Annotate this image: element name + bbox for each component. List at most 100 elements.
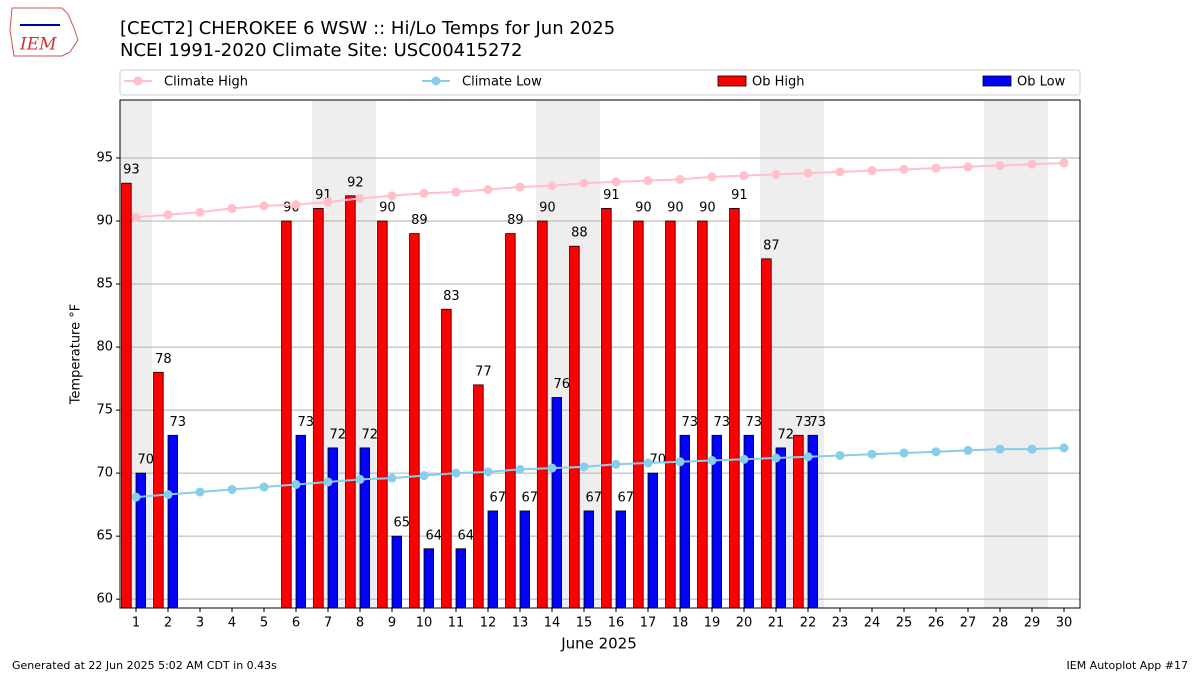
line-marker [259,201,269,211]
legend-swatch [982,75,1012,87]
bar [167,434,179,609]
line-marker [515,182,525,192]
x-tick-label: 11 [448,616,465,631]
line-marker [643,458,653,468]
bar [455,548,467,609]
line-marker [739,171,749,181]
line-marker [195,207,205,217]
data-label: 73 [170,415,187,430]
bar [519,510,531,609]
chart-subtitle: NCEI 1991-2020 Climate Site: USC00415272 [120,40,522,61]
line-marker [611,177,621,187]
data-label: 73 [298,415,315,430]
legend-label: Climate High [164,75,248,90]
line-marker [387,473,397,483]
line-marker [163,210,173,220]
x-tick-label: 4 [228,616,236,631]
x-tick-label: 17 [640,616,657,631]
x-tick-label: 25 [896,616,913,631]
data-label: 77 [475,364,492,379]
x-tick-label: 21 [768,616,785,631]
x-tick-label: 2 [164,616,172,631]
footer-right: IEM Autoplot App #17 [1067,659,1189,672]
x-axis-label: June 2025 [560,635,637,653]
x-tick-label: 15 [576,616,593,631]
line-marker [771,169,781,179]
y-tick-label: 90 [96,214,113,229]
x-tick-label: 10 [416,616,433,631]
bar [665,220,676,609]
data-label: 67 [618,490,635,505]
line-marker [579,178,589,188]
line-marker [1027,159,1037,169]
y-axis-label: Temperature °F [69,304,84,405]
data-label: 89 [411,213,428,228]
data-label: 67 [490,490,507,505]
x-tick-label: 12 [480,616,497,631]
line-marker [675,457,685,467]
line-marker [835,167,845,177]
bar [391,535,403,609]
weekend-band [1016,100,1048,608]
bar [793,434,804,609]
bar [409,233,420,609]
x-tick-label: 18 [672,616,689,631]
x-tick-label: 29 [1024,616,1041,631]
x-tick-label: 1 [132,616,140,631]
line-marker [995,444,1005,454]
line-marker [835,450,845,460]
bar [345,195,356,609]
bar [313,208,324,609]
bar [487,510,499,609]
line-marker [611,459,621,469]
data-label: 92 [347,175,364,190]
line-marker [451,187,461,197]
line-marker [547,181,557,191]
bar [601,208,612,609]
bar [327,447,339,609]
x-tick-label: 14 [544,616,561,631]
data-label: 64 [426,528,443,543]
line-marker [387,191,397,201]
y-tick-label: 65 [96,529,113,544]
bar [729,208,740,609]
data-label: 73 [714,415,731,430]
bar [377,220,388,609]
x-tick-label: 26 [928,616,945,631]
data-label: 91 [731,188,748,203]
x-tick-label: 16 [608,616,625,631]
logo-text: IEM [19,35,57,55]
data-label: 90 [635,201,652,216]
data-label: 76 [554,377,571,392]
data-label: 90 [379,201,396,216]
line-marker [1027,444,1037,454]
data-label: 91 [603,188,620,203]
data-label: 72 [330,427,347,442]
bar [423,548,435,609]
line-marker [259,482,269,492]
data-label: 73 [746,415,763,430]
bar [295,434,307,609]
bar [583,510,595,609]
footer-left: Generated at 22 Jun 2025 5:02 AM CDT in … [12,659,277,672]
data-label: 78 [155,352,172,367]
data-label: 70 [138,453,155,468]
line-marker [675,174,685,184]
line-marker [547,463,557,473]
data-label: 90 [699,201,716,216]
data-label: 67 [522,490,539,505]
line-marker [867,166,877,176]
bar [505,233,516,609]
legend-label: Ob High [752,75,805,90]
x-tick-label: 13 [512,616,529,631]
bar [537,220,548,609]
data-label: 73 [795,415,812,430]
data-label: 93 [123,163,140,178]
line-marker [451,468,461,478]
line-marker [131,212,141,222]
data-label: 87 [763,238,780,253]
legend-label: Ob Low [1017,75,1066,90]
bar [121,182,132,609]
line-marker [707,172,717,182]
